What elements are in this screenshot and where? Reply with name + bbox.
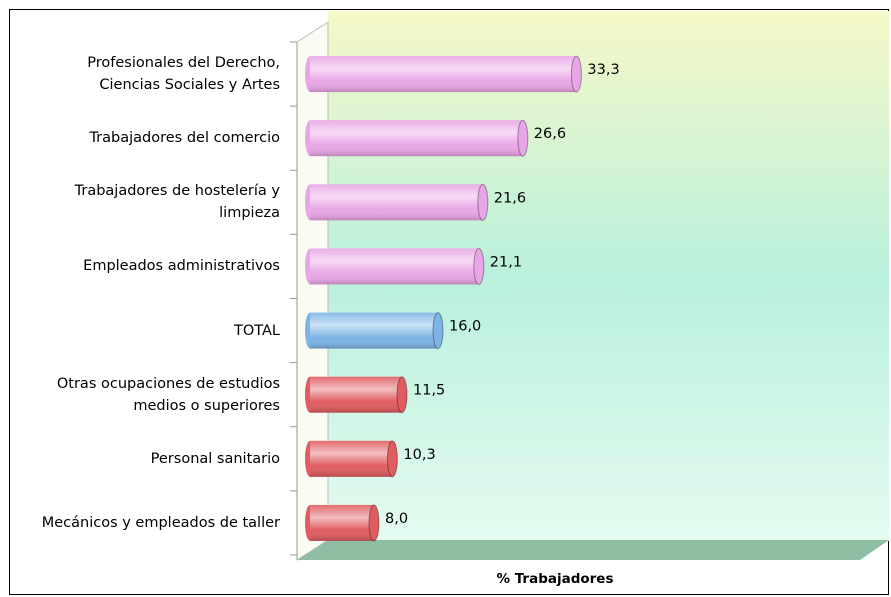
bar-shine	[310, 312, 438, 349]
category-label: Trabajadores del comercio	[89, 130, 280, 147]
category-label: Mecánicos y empleados de taller	[41, 514, 280, 531]
category-label: Trabajadores de hostelería y limpieza	[74, 183, 280, 222]
bar-cap	[473, 247, 485, 285]
data-label: 10,3	[403, 447, 435, 463]
data-label: 26,6	[534, 126, 566, 142]
bar-cap	[432, 312, 444, 350]
category-label: TOTAL	[234, 322, 280, 339]
bar-shine	[310, 504, 374, 541]
side-wall	[296, 21, 329, 561]
data-label: 11,5	[413, 383, 445, 399]
bar-shine	[310, 440, 393, 477]
bar-cap	[570, 55, 582, 93]
bar-shine	[310, 184, 483, 221]
category-label: Personal sanitario	[150, 450, 280, 467]
bar-shine	[310, 120, 523, 157]
bar-shine	[310, 376, 402, 413]
x-axis-label: % Trabajadores	[496, 571, 613, 587]
data-label: 21,1	[490, 254, 522, 270]
bar-shine	[310, 248, 479, 285]
data-label: 16,0	[449, 319, 481, 335]
category-label: Profesionales del Derecho, Ciencias Soci…	[87, 55, 280, 94]
data-label: 33,3	[587, 62, 619, 78]
floor	[297, 540, 889, 560]
category-label: Empleados administrativos	[83, 258, 280, 275]
data-label: 21,6	[494, 190, 526, 206]
data-label: 8,0	[385, 511, 408, 527]
bar-cap	[517, 119, 529, 157]
bar-cap	[477, 183, 489, 221]
bar-cap	[386, 440, 398, 478]
category-label: Otras ocupaciones de estudios medios o s…	[56, 375, 280, 414]
bar-cap	[396, 376, 408, 414]
bar-cap	[368, 504, 380, 542]
bar-shine	[310, 56, 577, 93]
